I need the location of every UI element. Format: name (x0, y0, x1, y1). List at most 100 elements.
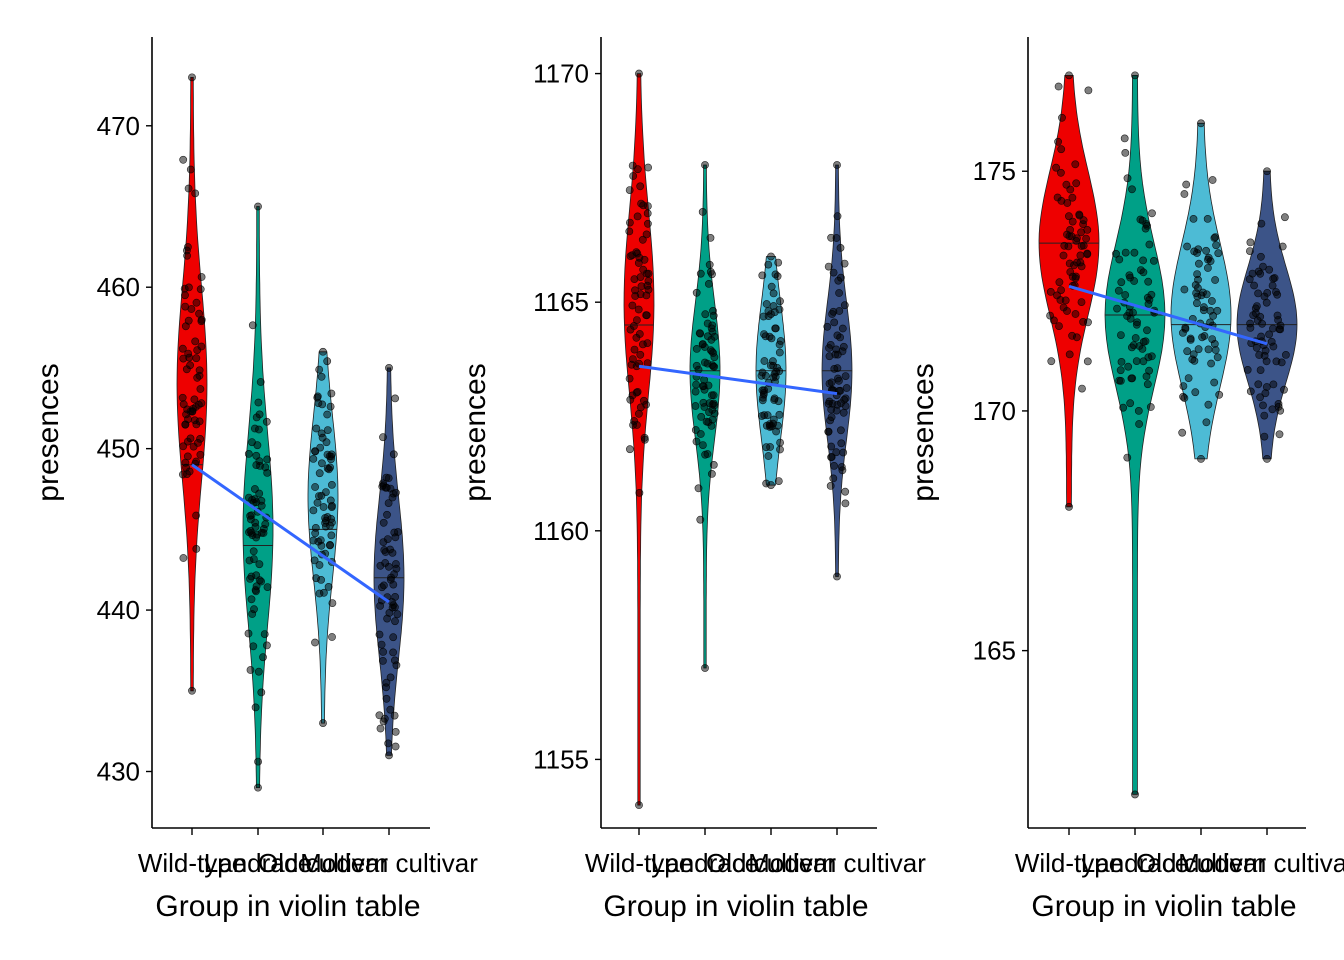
data-point (1256, 269, 1265, 278)
data-point (839, 408, 848, 417)
data-point (181, 458, 190, 467)
data-point (1076, 258, 1085, 267)
data-point (197, 273, 206, 281)
data-point (633, 421, 641, 429)
x-tick-label: Old cultivar (258, 848, 388, 878)
data-point (255, 457, 264, 465)
data-point (692, 288, 701, 297)
data-point (192, 511, 200, 520)
x-axis-label: Group in violin table (155, 890, 420, 923)
data-point (1189, 214, 1198, 223)
data-point (196, 385, 205, 393)
data-point (1128, 374, 1137, 383)
y-axis-label: presences (459, 363, 492, 501)
data-point (1061, 296, 1070, 305)
data-point (254, 202, 262, 211)
data-point (1204, 345, 1213, 354)
data-point (1126, 314, 1135, 323)
data-point (257, 688, 266, 697)
data-point (391, 617, 399, 626)
data-point (379, 648, 387, 656)
data-point (636, 182, 645, 191)
data-point (1076, 251, 1085, 260)
data-point (1211, 276, 1219, 284)
data-point (178, 393, 187, 402)
data-point (259, 653, 267, 662)
data-point (309, 506, 318, 515)
data-point (250, 424, 259, 433)
data-point (390, 711, 399, 720)
data-point (311, 638, 319, 647)
data-point (261, 520, 270, 529)
data-point (833, 572, 841, 581)
data-point (837, 439, 846, 448)
data-point (327, 480, 336, 489)
data-point (386, 484, 395, 493)
data-point (179, 442, 188, 451)
data-point (1180, 190, 1189, 198)
data-point (384, 499, 393, 507)
data-point (1131, 790, 1139, 799)
data-point (375, 711, 384, 720)
data-point (709, 306, 717, 315)
data-point (1193, 299, 1201, 308)
data-point (195, 366, 204, 375)
data-point (1071, 310, 1080, 318)
data-point (699, 441, 707, 449)
data-point (700, 375, 708, 384)
data-point (186, 165, 195, 174)
data-point (1181, 324, 1190, 333)
data-point (709, 362, 718, 371)
data-point (319, 588, 328, 597)
data-point (1055, 322, 1063, 330)
data-point (1269, 380, 1278, 389)
data-point (838, 466, 847, 475)
data-point (1065, 71, 1073, 80)
data-point (1114, 286, 1123, 295)
data-point (185, 353, 194, 362)
data-point (1206, 257, 1215, 265)
data-point (767, 334, 776, 343)
data-point (1117, 278, 1126, 287)
data-point (1128, 343, 1136, 352)
data-point (836, 333, 844, 342)
data-point (326, 521, 334, 530)
data-point (1186, 334, 1195, 343)
data-point (762, 300, 771, 308)
data-point (1246, 238, 1255, 247)
data-point (1191, 388, 1200, 397)
data-point (702, 417, 711, 426)
data-point (392, 661, 401, 670)
data-point (696, 515, 705, 524)
data-point (389, 580, 398, 589)
data-point (625, 374, 634, 383)
data-point (694, 484, 703, 493)
data-point (1078, 384, 1086, 393)
data-point (379, 717, 388, 726)
y-tick-label: 450 (97, 434, 140, 464)
data-point (767, 252, 775, 261)
y-axis-label: presences (32, 363, 65, 501)
data-point (700, 343, 709, 351)
data-point (194, 400, 203, 409)
data-point (644, 202, 652, 210)
data-point (262, 641, 271, 650)
y-tick-label: 1155 (533, 744, 589, 774)
data-point (757, 371, 766, 380)
data-point (190, 395, 199, 404)
data-point (1203, 214, 1212, 223)
data-point (379, 518, 388, 527)
data-point (829, 268, 838, 277)
data-point (1136, 215, 1145, 224)
data-point (1212, 241, 1220, 250)
data-point (255, 560, 264, 569)
data-point (692, 361, 701, 370)
data-point (1057, 196, 1066, 205)
data-point (706, 267, 715, 276)
data-point (758, 396, 767, 405)
data-point (186, 361, 194, 370)
data-point (775, 410, 784, 419)
data-point (1263, 167, 1271, 176)
data-point (635, 69, 643, 78)
data-point (1269, 274, 1278, 283)
